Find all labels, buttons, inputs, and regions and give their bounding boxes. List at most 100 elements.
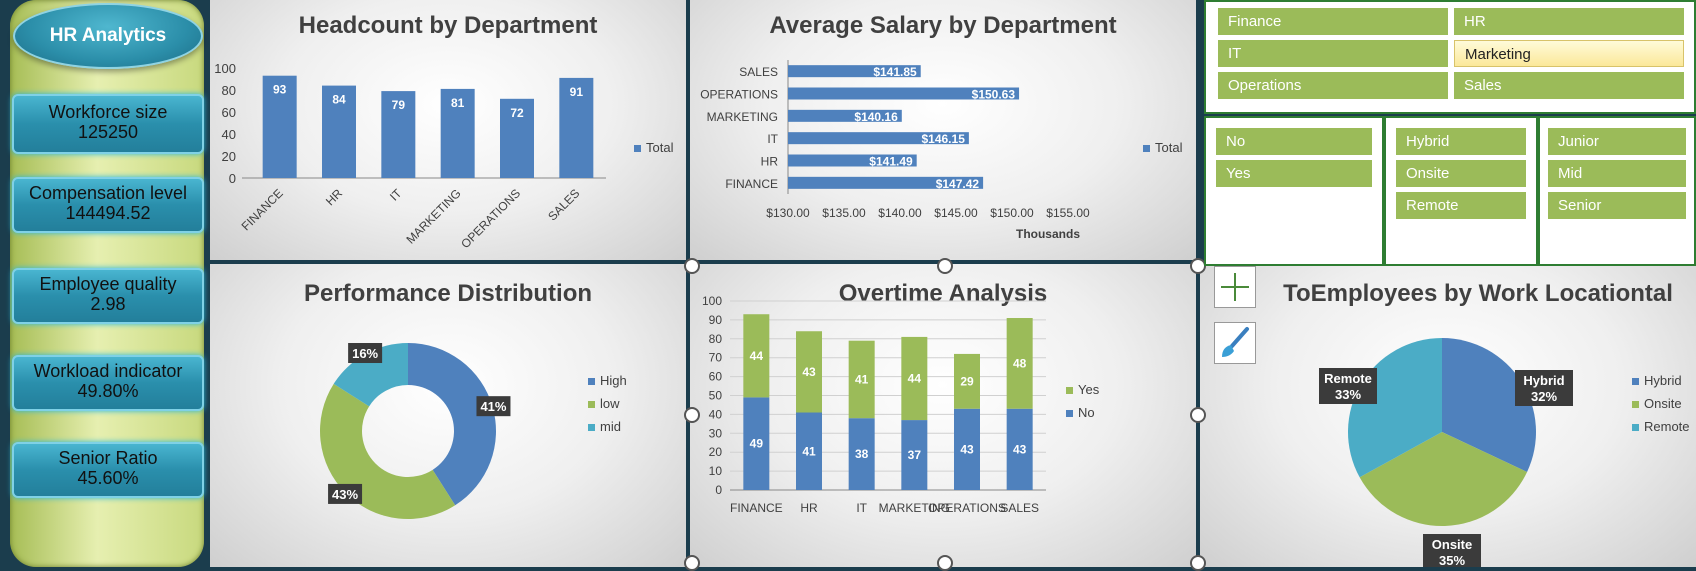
data-label: 29 [960,374,974,388]
kpi-label: Workload indicator [33,361,183,381]
legend-swatch [1632,424,1639,431]
data-label: 35% [1439,553,1465,567]
data-label-box [1515,370,1573,406]
chart-title: Headcount by Department [298,12,598,39]
data-label: 44 [750,349,764,363]
kpi-value: 2.98 [90,294,126,314]
legend-swatch [1143,145,1150,152]
data-label: 72 [510,106,524,120]
chart-title: Average Salary by Department [769,12,1117,39]
y-tick-label: 50 [709,389,723,403]
y-tick-label: 40 [222,127,236,142]
y-tick-label: 40 [709,407,723,421]
kpi-value: 45.60% [77,468,139,488]
data-label: 41 [802,444,816,458]
data-label-box [348,343,383,364]
slicer-item-hr[interactable]: HR [1454,8,1684,35]
slicer-item-remote[interactable]: Remote [1396,192,1526,219]
x-tick-label: OPERATIONS [458,186,523,251]
data-label: 44 [908,371,922,385]
chart-panel-avg-salary[interactable]: Average Salary by Department $147.42 FINA… [690,0,1196,260]
slicer-item-hybrid[interactable]: Hybrid [1396,128,1526,155]
slicer-item-operations[interactable]: Operations [1218,72,1448,99]
legend-swatch [634,145,641,152]
chart-title: Overtime Analysis [838,280,1048,307]
kpi-label: Compensation level [28,183,188,203]
data-label: 37 [908,448,922,462]
slicer-item-finance[interactable]: Finance [1218,8,1448,35]
chart-styles-button[interactable] [1214,322,1256,364]
legend-swatch [1066,387,1073,394]
data-label: 16% [352,346,378,361]
x-tick-label: SALES [1000,501,1039,515]
chart-elements-button[interactable] [1214,266,1256,308]
slicer-item-yes[interactable]: Yes [1216,160,1372,187]
bar [788,65,921,78]
overtime-chart: 0 10 20 30 40 50 60 70 80 90 100 49 44 FINANCE 41 43 HR 3… [702,294,1100,515]
x-tick-label: MARKETING [879,501,950,515]
app-title: HR Analytics [13,3,203,69]
bar [381,91,416,178]
bar [559,77,594,178]
chart-title: ToEmployees by Work Locationtal [1283,280,1673,307]
bar-segment [1006,318,1033,409]
selection-handle[interactable] [1190,407,1206,423]
data-label: Hybrid [1523,373,1564,388]
performance-chart: 41% 43% 16% High low mid [320,343,627,519]
slicer-item-no[interactable]: No [1216,128,1372,155]
data-label: $140.16 [854,110,898,124]
chart-panel-performance[interactable]: Performance Distribution 41% 43% 16% High lo… [210,264,686,567]
slicer-item-mid[interactable]: Mid [1548,160,1686,187]
data-label: 79 [392,98,406,112]
legend-label: Hybrid [1644,373,1682,388]
data-label: 38 [855,447,869,461]
chart-title: Performance Distribution [303,280,593,307]
selection-handle[interactable] [684,555,700,571]
bar-segment [743,314,770,398]
data-label: 84 [332,93,346,107]
kpi-label: Senior Ratio [58,448,158,468]
bar-segment [743,397,770,490]
paintbrush-icon [1222,327,1249,357]
slicer-item-onsite[interactable]: Onsite [1396,160,1526,187]
kpi-workload-indicator: Workload indicator 49.80% [12,355,204,411]
bar-segment [954,353,980,409]
slicer-item-sales[interactable]: Sales [1454,72,1684,99]
selection-handle[interactable] [937,258,953,274]
pie-slice [333,343,408,407]
data-label: $141.85 [873,65,917,79]
legend-swatch [1066,410,1073,417]
bar-segment [796,412,822,490]
pie-slice [1359,432,1528,526]
slicer-item-marketing[interactable]: Marketing [1454,40,1684,67]
x-tick-label: IT [856,501,867,515]
data-label-box [1319,368,1377,404]
data-label: 91 [570,85,584,99]
chart-panel-overtime[interactable]: Overtime Analysis 0 10 20 30 40 50 60 70 80 90 100… [690,264,1196,567]
selection-handle[interactable] [1190,555,1206,571]
y-tick-label: IT [767,132,778,146]
selection-handle[interactable] [684,407,700,423]
x-tick-label: $130.00 [766,206,810,220]
x-tick-label: SALES [545,186,582,223]
legend-label: Total [1155,140,1183,155]
selection-handle[interactable] [684,258,700,274]
slicer-item-it[interactable]: IT [1218,40,1448,67]
kpi-value: 144494.52 [65,203,151,223]
department-slicer: Finance HR IT Marketing Operations Sales [1204,0,1696,114]
data-label: $146.15 [921,132,965,146]
y-tick-label: 80 [222,83,236,98]
y-tick-label: OPERATIONS [700,88,778,102]
slicer-item-senior[interactable]: Senior [1548,192,1686,219]
data-label: 43% [332,487,358,502]
chart-panel-headcount[interactable]: Headcount by Department 0 20 40 60 80 100 93 FI… [210,0,686,260]
selection-handle[interactable] [1190,258,1206,274]
work-location-slicer: Hybrid Onsite Remote [1384,116,1538,266]
data-label: Onsite [1432,537,1472,552]
data-label: 41% [480,399,506,414]
x-tick-label: $140.00 [878,206,922,220]
chart-panel-work-location[interactable]: ToEmployees by Work Locationtal Hybrid 32… [1200,264,1696,567]
slicer-item-junior[interactable]: Junior [1548,128,1686,155]
data-label: Remote [1324,371,1372,386]
selection-handle[interactable] [937,555,953,571]
